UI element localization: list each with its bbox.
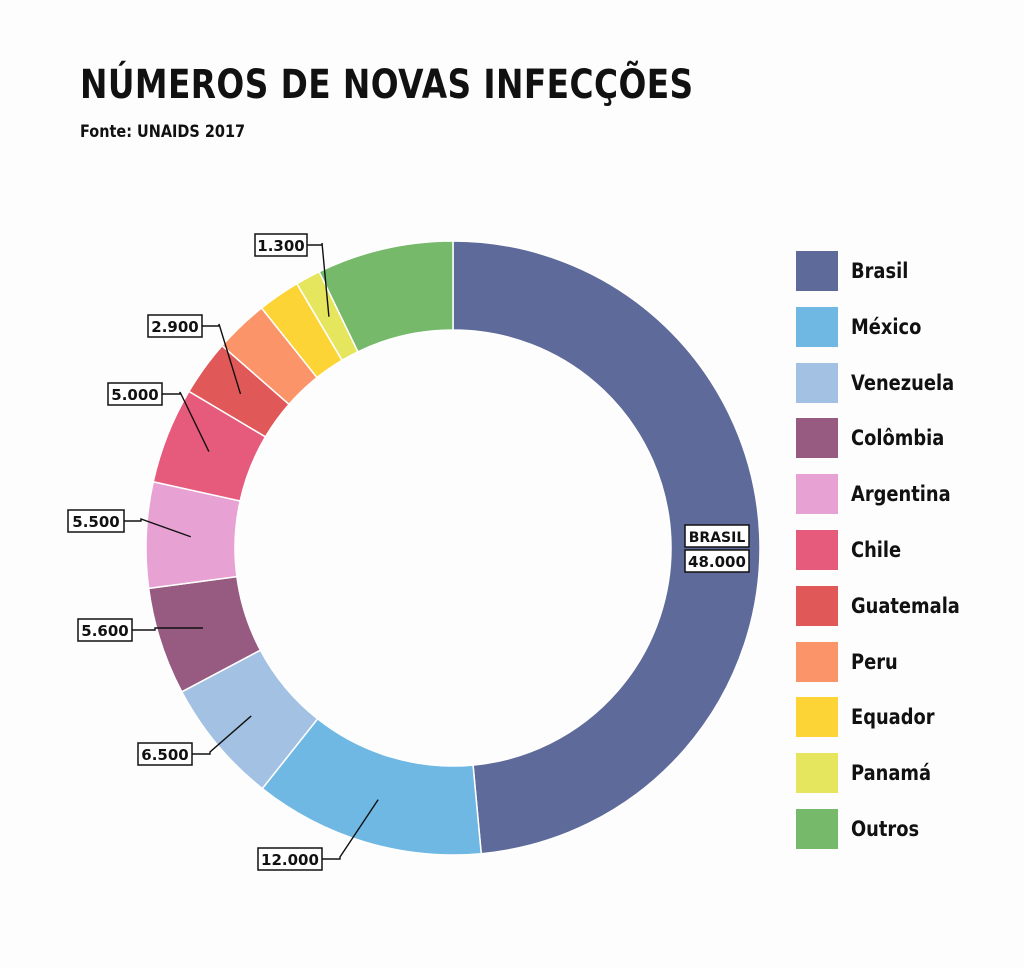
slice-label-value: 6.500 [141, 746, 188, 764]
legend-label: Peru [851, 649, 898, 674]
leader-line [202, 323, 242, 395]
slice-label-brasil: BRASIL 48.000 [684, 524, 750, 573]
legend-item-peru: Peru [796, 641, 979, 682]
legend-swatch [796, 362, 838, 403]
legend-swatch [796, 474, 838, 515]
slice-brasil [452, 240, 761, 855]
slice-label-name: BRASIL [689, 530, 746, 546]
legend-item-panama: Panamá [796, 753, 979, 794]
legend-label: Equador [851, 705, 935, 730]
leader-line [307, 242, 330, 317]
legend-label: Venezuela [851, 370, 955, 395]
slice-label-guatemala: 2.900 [147, 314, 242, 395]
legend-swatch [796, 251, 838, 291]
chart-legend: Brasil México Venezuela Colômbia Argentina Ch… [796, 251, 979, 865]
chart-source: Fonte: UNAIDS 2017 [80, 122, 246, 142]
slice-label-argentina: 5.500 [67, 509, 191, 538]
legend-item-equador: Equador [796, 697, 979, 738]
slice-label-panama: 1.300 [254, 233, 330, 317]
slice-label-chile: 5.000 [107, 382, 210, 452]
leader-line [124, 518, 191, 538]
legend-label: Argentina [851, 482, 951, 507]
slice-labels: BRASIL 48.000 12.000 6.500 5.600 5.500 5.000 2.… [67, 233, 750, 871]
legend-swatch [796, 753, 838, 794]
leader-line [192, 715, 252, 755]
slice-label-value: 1.300 [257, 237, 304, 255]
legend-item-chile: Chile [796, 529, 979, 570]
legend-label: Panamá [851, 761, 932, 786]
legend-swatch [796, 529, 838, 570]
legend-item-guatemala: Guatemala [796, 585, 979, 626]
donut-slices [145, 240, 761, 856]
slice-outros [318, 240, 454, 353]
legend-label: México [851, 314, 922, 339]
slice-label-value: 48.000 [688, 553, 746, 571]
slice-label-value: 2.900 [151, 318, 198, 336]
legend-label: Outros [851, 816, 920, 841]
slice-label-value: 12.000 [261, 851, 319, 869]
legend-item-venezuela: Venezuela [796, 362, 979, 403]
leader-line [322, 799, 379, 860]
legend-swatch [796, 418, 838, 459]
leader-line [132, 627, 203, 631]
legend-label: Chile [851, 537, 902, 562]
legend-item-outros: Outros [796, 808, 979, 849]
slice-label-venezuela: 6.500 [137, 715, 252, 766]
legend-swatch [796, 697, 838, 738]
legend-swatch [796, 306, 838, 347]
legend-swatch [796, 808, 838, 849]
slice-label-value: 5.000 [111, 386, 158, 404]
legend-swatch [796, 585, 838, 626]
slice-label-value: 5.500 [72, 513, 119, 531]
legend-label: Guatemala [851, 593, 960, 618]
slice-label-value: 5.600 [81, 622, 128, 640]
slice-label-mexico: 12.000 [257, 799, 379, 871]
legend-label: Colômbia [851, 426, 945, 451]
legend-item-brasil: Brasil [796, 251, 979, 291]
slice-label-colombia: 5.600 [77, 618, 203, 642]
legend-label: Brasil [851, 259, 909, 283]
legend-item-mexico: México [796, 306, 979, 347]
legend-item-argentina: Argentina [796, 474, 979, 515]
legend-swatch [796, 641, 838, 682]
chart-title: NÚMEROS DE NOVAS INFECÇÕES [80, 62, 694, 108]
leader-line [162, 391, 210, 452]
legend-item-colombia: Colômbia [796, 418, 979, 459]
